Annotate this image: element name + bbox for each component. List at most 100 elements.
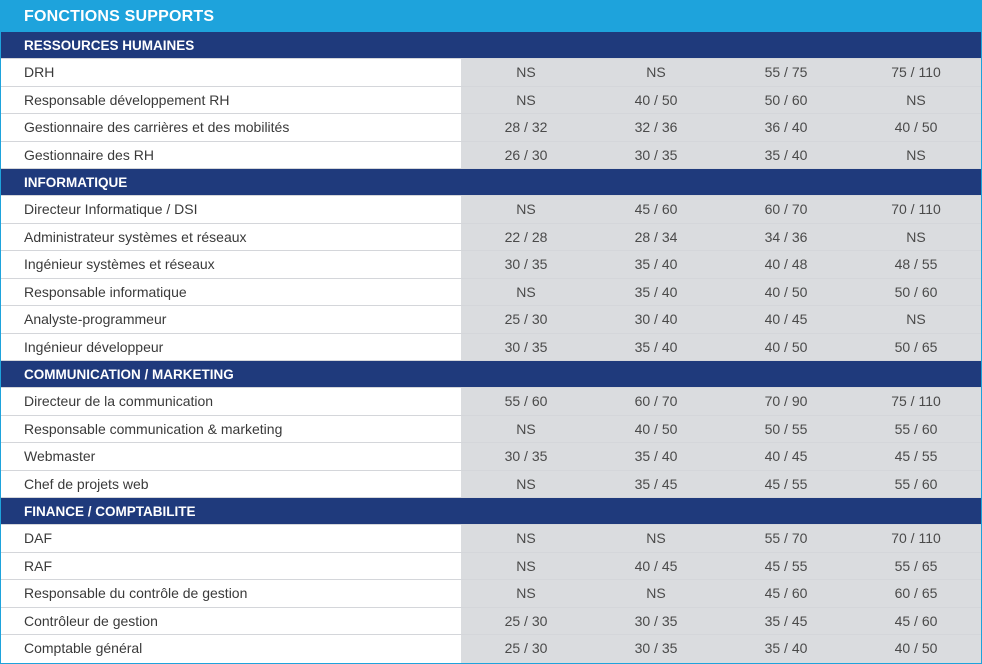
value-cell: 35 / 45 [591, 470, 721, 497]
value-cell: 40 / 50 [721, 278, 851, 305]
value-cell: 28 / 32 [461, 114, 591, 141]
row-label: Gestionnaire des RH [1, 141, 461, 168]
value-cell: 75 / 110 [851, 59, 981, 86]
row-label: Contrôleur de gestion [1, 607, 461, 634]
value-cell: 35 / 40 [591, 333, 721, 360]
value-cell: NS [461, 580, 591, 607]
value-cell: 60 / 70 [591, 388, 721, 415]
value-cell: 45 / 55 [851, 443, 981, 470]
row-label: Responsable communication & marketing [1, 415, 461, 442]
value-cell: NS [461, 415, 591, 442]
value-cell: 50 / 65 [851, 333, 981, 360]
value-cell: 25 / 30 [461, 607, 591, 634]
row-label: RAF [1, 552, 461, 579]
value-cell: 30 / 35 [591, 607, 721, 634]
value-cell: 40 / 48 [721, 251, 851, 278]
value-cell: 70 / 110 [851, 525, 981, 552]
value-cell: 45 / 55 [721, 552, 851, 579]
table-row: Gestionnaire des RH 26 / 30 30 / 35 35 / 40… [1, 141, 981, 169]
value-cell: 32 / 36 [591, 114, 721, 141]
value-cell: 55 / 65 [851, 552, 981, 579]
value-cell: 40 / 50 [591, 86, 721, 113]
value-cell: 48 / 55 [851, 251, 981, 278]
row-label: Directeur Informatique / DSI [1, 196, 461, 223]
value-cell: 30 / 35 [461, 443, 591, 470]
row-label: Responsable informatique [1, 278, 461, 305]
value-cell: NS [591, 59, 721, 86]
value-cell: 28 / 34 [591, 223, 721, 250]
value-cell: NS [461, 86, 591, 113]
section-header: FINANCE / COMPTABILITE [1, 498, 981, 525]
value-cell: 55 / 60 [461, 388, 591, 415]
table-row: Analyste-programmeur 25 / 30 30 / 40 40 / 4… [1, 306, 981, 334]
value-cell: 30 / 35 [461, 251, 591, 278]
value-cell: 70 / 90 [721, 388, 851, 415]
value-cell: 35 / 40 [721, 141, 851, 168]
value-cell: 75 / 110 [851, 388, 981, 415]
value-cell: 40 / 50 [721, 333, 851, 360]
value-cell: 55 / 75 [721, 59, 851, 86]
row-label: Gestionnaire des carrières et des mobili… [1, 114, 461, 141]
table-row: Gestionnaire des carrières et des mobili… [1, 114, 981, 142]
table-row: Responsable communication & marketing NS 4… [1, 415, 981, 443]
value-cell: NS [461, 470, 591, 497]
value-cell: 55 / 70 [721, 525, 851, 552]
value-cell: 26 / 30 [461, 141, 591, 168]
row-label: Webmaster [1, 443, 461, 470]
table-row: DAF NS NS 55 / 70 70 / 110 [1, 525, 981, 553]
value-cell: 45 / 60 [721, 580, 851, 607]
value-cell: 30 / 35 [461, 333, 591, 360]
row-label: Ingénieur développeur [1, 333, 461, 360]
value-cell: 70 / 110 [851, 196, 981, 223]
value-cell: NS [461, 525, 591, 552]
table-row: Directeur Informatique / DSI NS 45 / 60 60 … [1, 196, 981, 224]
row-label: DAF [1, 525, 461, 552]
value-cell: 45 / 60 [591, 196, 721, 223]
row-label: Responsable développement RH [1, 86, 461, 113]
table-row: Comptable général 25 / 30 30 / 35 35 / 40 40… [1, 635, 981, 663]
value-cell: 34 / 36 [721, 223, 851, 250]
table-body: RESSOURCES HUMAINES DRH NS NS 55 / 75 75 / 11… [1, 32, 981, 663]
table-row: Webmaster 30 / 35 35 / 40 40 / 45 45 / 55 [1, 443, 981, 471]
section-header: RESSOURCES HUMAINES [1, 32, 981, 59]
row-label: Responsable du contrôle de gestion [1, 580, 461, 607]
value-cell: NS [851, 223, 981, 250]
value-cell: 35 / 40 [591, 251, 721, 278]
table-row: Chef de projets web NS 35 / 45 45 / 55 55 / … [1, 470, 981, 498]
value-cell: 50 / 60 [721, 86, 851, 113]
row-label: Comptable général [1, 635, 461, 663]
value-cell: 40 / 50 [851, 114, 981, 141]
table-row: Contrôleur de gestion 25 / 30 30 / 35 35 / … [1, 607, 981, 635]
row-label: Ingénieur systèmes et réseaux [1, 251, 461, 278]
value-cell: 45 / 60 [851, 607, 981, 634]
value-cell: 36 / 40 [721, 114, 851, 141]
value-cell: 25 / 30 [461, 306, 591, 333]
value-cell: 50 / 60 [851, 278, 981, 305]
value-cell: 45 / 55 [721, 470, 851, 497]
value-cell: NS [591, 525, 721, 552]
value-cell: NS [591, 580, 721, 607]
section-header: COMMUNICATION / MARKETING [1, 361, 981, 388]
table-row: Responsable du contrôle de gestion NS NS 45… [1, 580, 981, 608]
value-cell: 50 / 55 [721, 415, 851, 442]
value-cell: 40 / 45 [721, 443, 851, 470]
value-cell: 40 / 45 [591, 552, 721, 579]
table-row: Directeur de la communication 55 / 60 60 /… [1, 388, 981, 416]
value-cell: 30 / 35 [591, 635, 721, 663]
value-cell: NS [851, 141, 981, 168]
value-cell: NS [461, 196, 591, 223]
table-row: Ingénieur développeur 30 / 35 35 / 40 40 / … [1, 333, 981, 361]
table-row: RAF NS 40 / 45 45 / 55 55 / 65 [1, 552, 981, 580]
row-label: Analyste-programmeur [1, 306, 461, 333]
value-cell: 25 / 30 [461, 635, 591, 663]
row-label: DRH [1, 59, 461, 86]
value-cell: 60 / 70 [721, 196, 851, 223]
table-row: Responsable informatique NS 35 / 40 40 / 50… [1, 278, 981, 306]
section-header: INFORMATIQUE [1, 169, 981, 196]
value-cell: 35 / 40 [591, 443, 721, 470]
value-cell: 55 / 60 [851, 415, 981, 442]
value-cell: 55 / 60 [851, 470, 981, 497]
row-label: Chef de projets web [1, 470, 461, 497]
value-cell: NS [851, 86, 981, 113]
